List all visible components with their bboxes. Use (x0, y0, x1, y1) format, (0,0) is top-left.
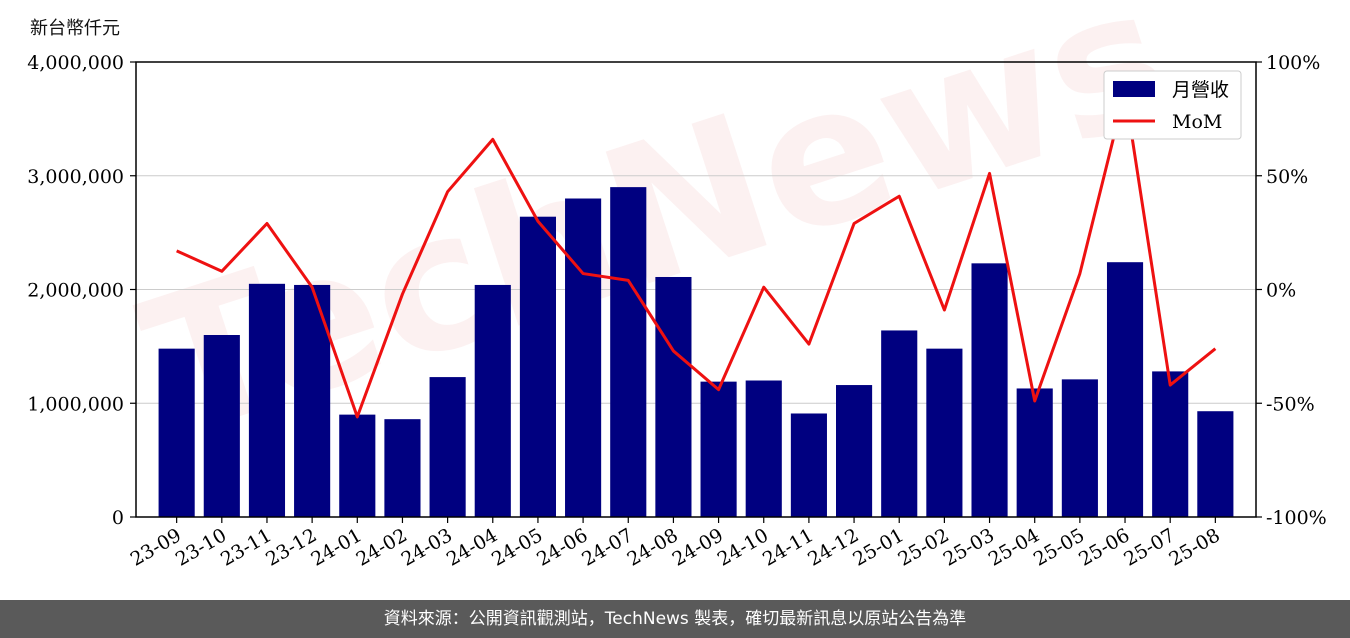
x-axis-tick-label: 24-04 (443, 524, 501, 570)
right-axis-tick-label: -50% (1266, 393, 1315, 415)
x-axis-tick-label: 24-07 (578, 524, 636, 570)
x-axis-tick-label: 24-10 (714, 524, 772, 570)
revenue-bar (1197, 411, 1234, 517)
x-axis-tick-label: 25-03 (940, 524, 998, 570)
x-axis-tick-label: 23-10 (172, 524, 230, 570)
revenue-bar (339, 414, 376, 517)
x-axis-tick-label: 23-12 (262, 524, 320, 570)
x-axis-tick-label: 25-07 (1120, 524, 1178, 570)
revenue-bar (881, 330, 918, 517)
x-axis-tick-label: 24-02 (353, 524, 411, 570)
x-axis-tick-label: 25-04 (985, 524, 1043, 570)
left-axis-tick-label: 1,000,000 (27, 393, 124, 415)
x-axis-tick-label: 25-06 (1075, 524, 1133, 570)
legend-label-mom: MoM (1172, 111, 1222, 133)
revenue-bar (248, 283, 286, 517)
revenue-bar (700, 381, 737, 517)
x-axis-tick-label: 24-12 (804, 524, 862, 570)
revenue-bar (158, 348, 195, 517)
right-axis-tick-label: 0% (1266, 280, 1296, 302)
revenue-bar (1061, 379, 1098, 517)
x-axis-tick-label: 24-08 (623, 524, 681, 570)
x-axis-tick-label: 24-06 (533, 524, 591, 570)
left-axis-tick-label: 0 (112, 507, 124, 529)
left-axis-tick-label: 3,000,000 (27, 166, 124, 188)
revenue-bar (1106, 262, 1144, 517)
right-axis-tick-label: 100% (1266, 52, 1320, 74)
revenue-bar (429, 377, 466, 517)
right-axis-tick-label: -100% (1266, 507, 1327, 529)
x-axis-tick-label: 24-05 (488, 524, 546, 570)
left-axis-tick-label: 2,000,000 (27, 280, 124, 302)
mom-line (176, 90, 1217, 419)
x-axis-tick-label: 23-09 (127, 524, 185, 570)
revenue-bar (971, 263, 1008, 517)
revenue-bar (1152, 371, 1189, 517)
footer-source-note: 資料來源：公開資訊觀測站，TechNews 製表，確切最新訊息以原站公告為準 (0, 600, 1350, 638)
unit-label: 新台幣仟元 (30, 18, 120, 39)
x-axis-tick-label: 24-11 (759, 524, 817, 570)
x-axis-tick-label: 24-03 (398, 524, 456, 570)
revenue-bar (203, 335, 240, 517)
x-axis-tick-label: 24-09 (669, 524, 727, 570)
revenue-bar (519, 216, 556, 517)
revenue-bar (655, 276, 692, 517)
left-axis-tick-label: 4,000,000 (27, 52, 124, 74)
revenue-bar (1016, 388, 1053, 517)
revenue-bar (610, 187, 647, 517)
x-axis-tick-label: 25-08 (1165, 524, 1223, 570)
chart: 0 1,000,000 2,000,000 3,000,000 4,000,000 -10… (27, 52, 1327, 571)
revenue-bar (790, 413, 827, 517)
right-axis-tick-label: 50% (1266, 166, 1308, 188)
legend-swatch-bar (1113, 81, 1155, 97)
legend-label-revenue: 月營收 (1172, 79, 1229, 101)
revenue-bar (836, 385, 873, 517)
x-axis-tick-label: 25-02 (894, 524, 952, 570)
revenue-bar (745, 380, 782, 517)
revenue-bar (384, 419, 421, 517)
x-axis-tick-label: 23-11 (217, 524, 275, 570)
x-axis-tick-label: 25-01 (849, 524, 907, 570)
revenue-bar (565, 198, 602, 517)
x-axis-tick-label: 24-01 (307, 524, 365, 570)
x-axis-tick-label: 25-05 (1030, 524, 1088, 570)
revenue-bar (474, 284, 511, 517)
revenue-bar (926, 348, 963, 517)
